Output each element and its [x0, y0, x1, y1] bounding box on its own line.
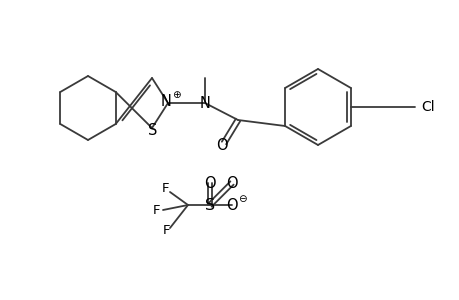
Text: ⊕: ⊕ [171, 90, 180, 100]
Text: O: O [226, 197, 237, 212]
Text: N: N [199, 95, 210, 110]
Text: F: F [163, 224, 170, 238]
Text: N: N [160, 94, 171, 109]
Text: O: O [216, 137, 227, 152]
Text: S: S [148, 122, 157, 137]
Text: S: S [205, 197, 215, 212]
Text: O: O [226, 176, 237, 190]
Text: F: F [153, 203, 160, 217]
Text: O: O [204, 176, 215, 190]
Text: Cl: Cl [420, 100, 434, 114]
Text: F: F [162, 182, 169, 196]
Text: ⊖: ⊖ [237, 194, 246, 204]
